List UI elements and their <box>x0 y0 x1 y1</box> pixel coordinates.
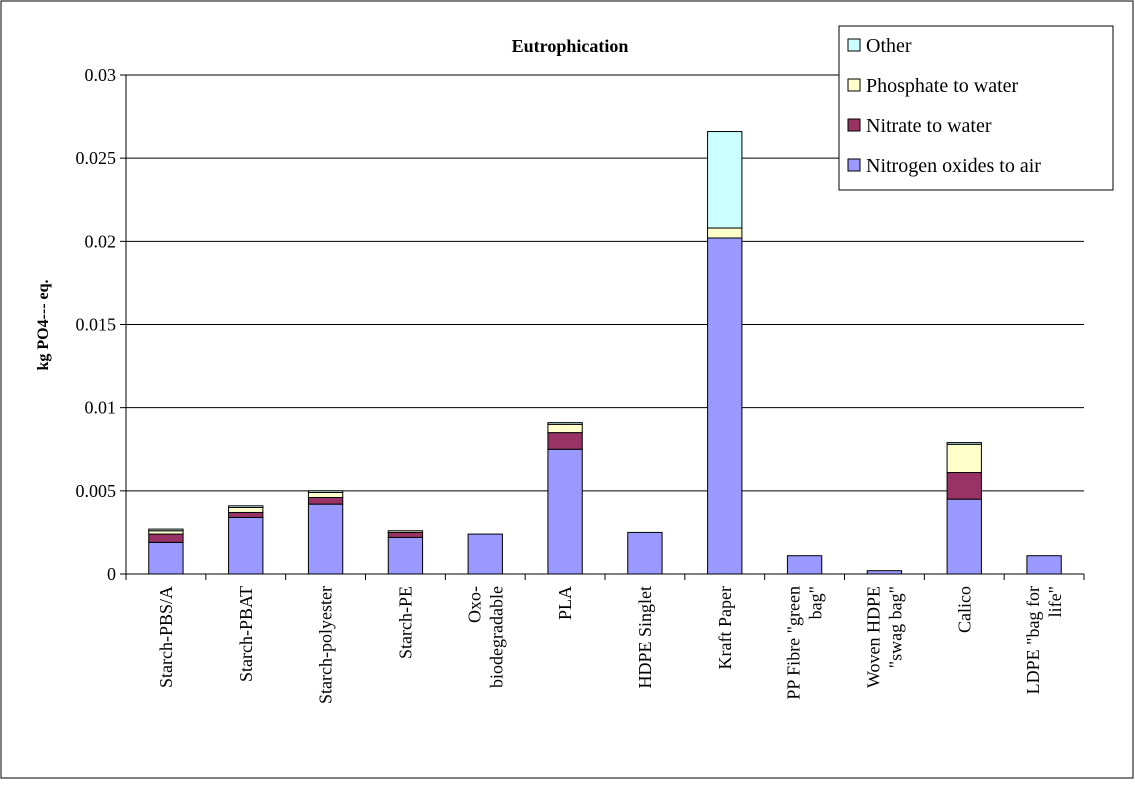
bar-segment <box>547 422 583 425</box>
legend-swatch <box>847 158 861 172</box>
bars-layer <box>148 131 1062 575</box>
bar-segment <box>387 536 424 575</box>
legend-label: Other <box>866 35 912 57</box>
bar-segment <box>707 227 743 239</box>
x-tick-label: Starch-PBAT <box>236 586 256 682</box>
legend-label: Nitrate to water <box>866 115 992 137</box>
x-tick-label: HDPE Singlet <box>635 586 655 689</box>
legend: Other Phosphate to water Nitrate to water N… <box>838 25 1114 191</box>
y-tick-label: 0 <box>107 564 116 584</box>
bar-segment <box>228 511 264 518</box>
bar-segment <box>467 533 503 575</box>
legend-swatch <box>847 78 861 92</box>
bar-segment <box>228 506 264 513</box>
bar-segment <box>148 528 184 532</box>
bar-segment <box>547 423 583 434</box>
x-tick-label: LDPE "bag for <box>1023 586 1043 694</box>
x-tick-label: Calico <box>954 586 974 633</box>
y-tick-label: 0.025 <box>76 148 117 168</box>
x-tick-label: bag" <box>806 586 826 619</box>
x-tick-label: biodegradable <box>486 586 506 688</box>
bar-segment <box>547 432 583 450</box>
y-tick-label: 0.01 <box>85 398 117 418</box>
bar-segment <box>148 533 184 543</box>
bar-segment <box>946 443 982 474</box>
legend-label: Phosphate to water <box>866 75 1019 97</box>
x-tick-label: PLA <box>555 586 575 620</box>
bar-segment <box>627 531 663 575</box>
bar-segment <box>148 541 184 575</box>
bar-segment <box>707 131 743 229</box>
x-tick-label: Oxo- <box>464 586 484 623</box>
y-tick-label: 0.03 <box>85 65 117 85</box>
y-axis-label: kg PO4--- eq. <box>35 279 52 370</box>
x-tick-label: Starch-PBS/A <box>156 586 176 688</box>
bar-segment <box>946 472 982 500</box>
x-tick-label: "swag bag" <box>885 586 905 668</box>
legend-swatch <box>847 38 861 52</box>
bar-segment <box>387 531 424 538</box>
bar-segment <box>707 237 743 575</box>
x-tick-label: life" <box>1045 586 1065 617</box>
bar-segment <box>547 448 583 575</box>
y-tick-label: 0.005 <box>76 481 117 501</box>
y-tick-label: 0.015 <box>76 315 117 335</box>
bar-segment <box>228 516 264 575</box>
x-tick-label: Starch-polyester <box>316 586 336 704</box>
bar-segment <box>307 503 344 575</box>
axes-layer: 0 0.005 0.01 0.015 0.02 0.025 0.03 Starch-PBS/A… <box>76 65 1085 704</box>
bar-segment <box>307 491 344 498</box>
bar-segment <box>786 555 823 575</box>
x-tick-label: Woven HDPE <box>863 586 883 688</box>
bar-segment <box>228 505 264 508</box>
bar-segment <box>307 490 344 493</box>
x-tick-label: Kraft Paper <box>715 586 735 669</box>
y-tick-label: 0.02 <box>85 231 117 251</box>
bar-segment <box>307 496 344 505</box>
bar-segment <box>946 442 982 445</box>
legend-swatch <box>847 118 861 132</box>
bar-segment <box>946 498 982 575</box>
x-tick-label: PP Fibre "green <box>784 586 804 700</box>
bar-segment <box>1026 555 1062 575</box>
legend-label: Nitrogen oxides to air <box>866 155 1041 177</box>
bar-segment <box>387 530 424 533</box>
x-tick-label: Starch-PE <box>395 586 415 659</box>
legend-box <box>838 25 1114 191</box>
chart-title: Eutrophication <box>512 36 629 56</box>
